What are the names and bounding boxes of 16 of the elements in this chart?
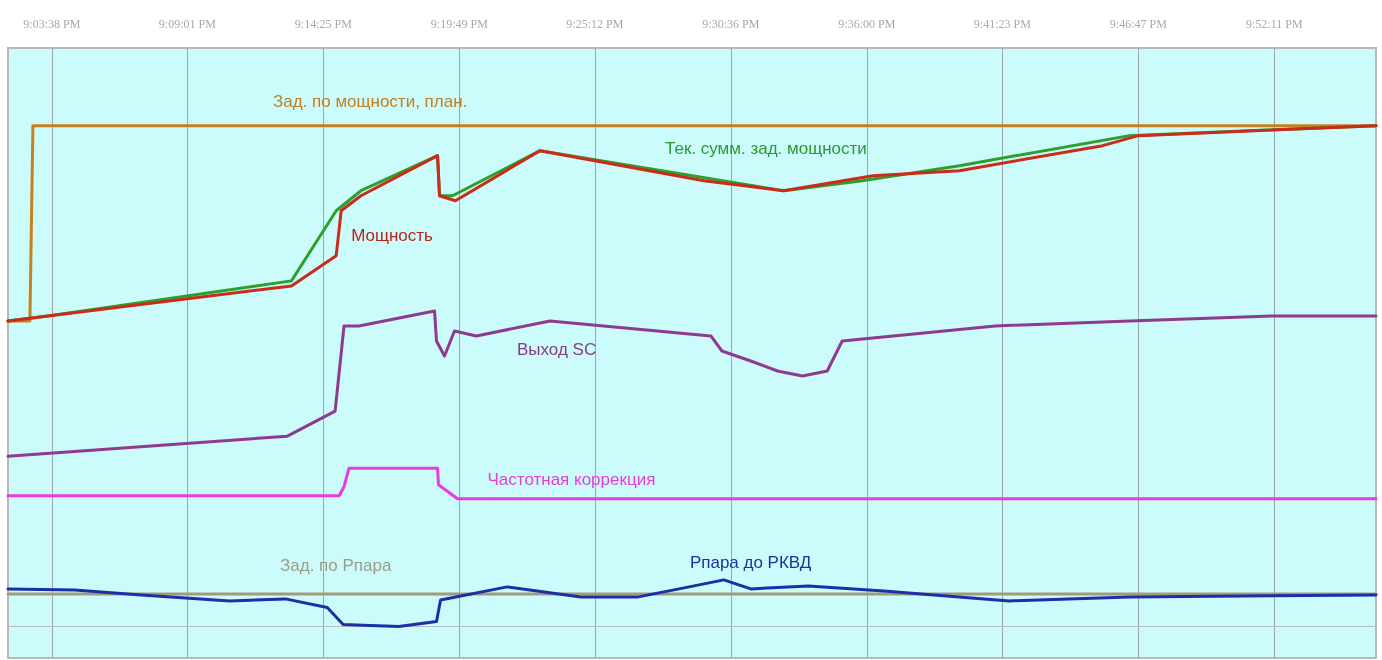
x-tick-label: 9:41:23 PM [973,17,1032,31]
series-label: Зад. по мощности, план. [272,92,468,112]
series-label: Рпара до РКВД [689,553,812,573]
series-label: Мощность [351,226,434,246]
x-tick-label: 9:52:11 PM [1246,17,1303,31]
x-tick-label: 9:14:25 PM [294,17,353,31]
series-label: Выход SC [516,340,597,360]
x-tick-label: 9:36:00 PM [838,17,896,31]
x-tick-label: 9:46:47 PM [1109,17,1168,31]
series-label: Тек. сумм. зад. мощности [665,139,867,159]
series-label: Частотная коррекция [487,470,656,490]
x-tick-label: 9:03:38 PM [23,17,81,31]
x-tick-label: 9:25:12 PM [566,17,624,31]
x-tick-label: 9:30:36 PM [702,17,760,31]
x-tick-label: 9:19:49 PM [430,17,489,31]
x-tick-label: 9:09:01 PM [158,17,217,31]
